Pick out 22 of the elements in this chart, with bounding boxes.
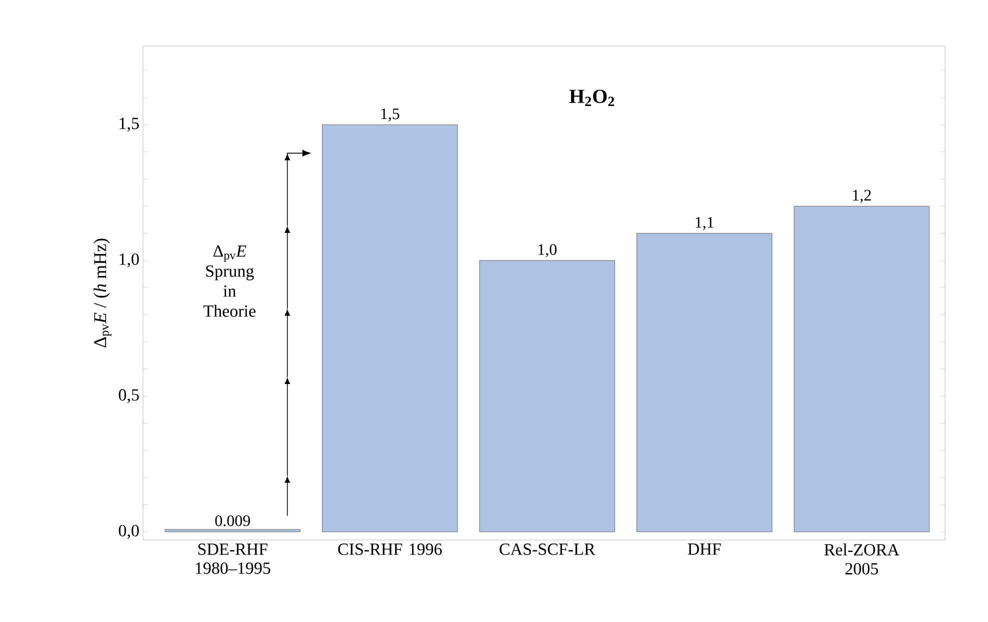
bar [636, 233, 772, 532]
y-tick-label: 1,5 [120, 118, 139, 132]
data-label: 1,2 [853, 190, 871, 203]
data-label: 1,5 [381, 108, 400, 122]
data-label: 1,0 [538, 244, 557, 258]
annotation: Δ$_{pv}$E Sprung in Theorie [204, 245, 256, 317]
x-tick-label: CIS-RHF 1996 [338, 544, 442, 555]
data-label: 0.009 [215, 515, 250, 526]
bar [164, 529, 300, 532]
bar [479, 260, 615, 532]
bar [794, 206, 930, 532]
y-axis-title: Δ$_{pv}$E / (h mHz) [94, 238, 112, 348]
bar [322, 124, 458, 532]
text: H$_{2}$O$_{2}$ [569, 90, 614, 106]
x-tick-label: DHF [688, 544, 721, 555]
y-tick-label: 1,0 [120, 253, 139, 268]
x-tick-label: SDE-RHF 1980–1995 [196, 544, 270, 574]
y-tick-label: 0,5 [118, 389, 139, 404]
y-tick-label: 0,0 [118, 524, 139, 539]
data-label: 1,1 [696, 217, 714, 230]
x-tick-label: CAS-SCF-LR [500, 544, 596, 555]
x-tick-label: Rel-ZORA 2005 [824, 544, 900, 574]
